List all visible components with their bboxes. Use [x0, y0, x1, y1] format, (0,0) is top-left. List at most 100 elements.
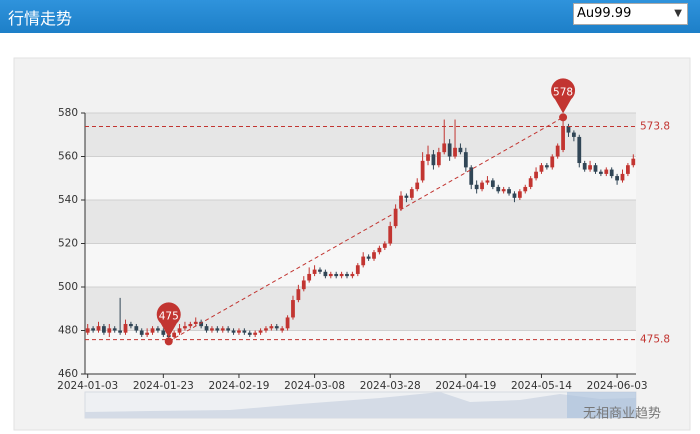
candle-body: [199, 321, 204, 327]
candle-body: [372, 252, 376, 259]
split-area: [85, 200, 636, 244]
mark-line-label: 475.8: [640, 334, 670, 346]
candle-body: [490, 180, 495, 187]
candle-body: [420, 160, 425, 181]
candle-body: [517, 191, 522, 198]
x-tick-label: 2024-06-03: [587, 380, 648, 392]
trend-line: [168, 116, 564, 342]
y-tick-label: 580: [58, 107, 78, 119]
candle-body: [501, 189, 506, 192]
candle-body: [431, 154, 436, 166]
candle-body: [150, 328, 155, 333]
candle-body: [577, 136, 582, 164]
candle-body: [301, 280, 306, 290]
mark-line-label: 573.8: [640, 120, 670, 132]
candle-body: [323, 271, 328, 277]
select-arrow[interactable]: ▼: [674, 8, 682, 19]
mark-pin: [551, 78, 576, 114]
candle-body: [539, 165, 544, 172]
y-tick-label: 480: [58, 325, 78, 337]
candle-body: [528, 178, 533, 187]
mark-pin: [156, 302, 181, 338]
candle-body: [237, 330, 241, 333]
candle-body: [102, 326, 106, 333]
candle-body: [507, 189, 511, 194]
candle-body: [409, 189, 414, 198]
candle-body: [469, 167, 474, 185]
candle-body: [534, 171, 538, 179]
candle-body: [328, 273, 333, 277]
candle-body: [285, 317, 290, 329]
candle-body: [204, 326, 209, 331]
x-tick-label: 2024-04-19: [435, 380, 496, 392]
candle-body: [129, 323, 133, 327]
candle-body: [404, 195, 409, 198]
candle-body: [307, 273, 312, 281]
zoom-preview: [85, 392, 636, 418]
x-tick-label: 2024-03-28: [360, 380, 421, 392]
split-area: [85, 156, 636, 200]
candle-body: [609, 169, 614, 177]
candle-body: [399, 195, 403, 209]
extreme-dot: [559, 113, 568, 122]
candle-body: [631, 158, 636, 166]
candle-body: [247, 332, 252, 335]
candle-body: [296, 289, 301, 301]
candle-body: [442, 143, 447, 153]
candle-body: [355, 265, 360, 274]
candle-body: [107, 328, 112, 333]
candle-body: [231, 330, 236, 333]
candle-body: [458, 147, 463, 153]
candle-body: [496, 186, 501, 192]
candle-body: [274, 326, 279, 329]
candle-body: [161, 330, 166, 335]
candle-body: [626, 165, 630, 174]
candle-body: [555, 145, 560, 157]
mark-pin-label: 578: [553, 86, 573, 98]
candle-body: [604, 169, 609, 174]
candle-body: [463, 152, 468, 168]
candle-body: [269, 326, 274, 329]
zoom-window[interactable]: [567, 392, 636, 418]
candle-body: [123, 323, 128, 333]
candle-body: [112, 328, 117, 331]
select-value: Au99.99: [577, 6, 632, 21]
x-tick-label: 2024-01-03: [57, 380, 118, 392]
watermark: 无相商业趋势: [583, 406, 661, 422]
candle-body: [593, 165, 598, 172]
split-area: [85, 330, 636, 374]
candle-body: [177, 328, 182, 333]
candle-body: [582, 163, 587, 170]
y-tick-label: 560: [58, 151, 78, 163]
candle-body: [361, 256, 366, 266]
y-tick-label: 540: [58, 194, 78, 206]
split-area: [85, 243, 636, 287]
candle-body: [512, 193, 517, 198]
mark-pin-label: 475: [159, 310, 179, 322]
candle-body: [366, 256, 371, 259]
candle-body: [85, 328, 90, 333]
candle-body: [253, 332, 258, 335]
candle-body: [615, 176, 619, 181]
candle-body: [145, 332, 150, 335]
candle-body: [426, 154, 430, 161]
candle-body: [544, 165, 549, 168]
candle-body: [345, 273, 349, 277]
symbol-select[interactable]: Au99.99 ▼: [573, 3, 688, 25]
candle-body: [96, 326, 101, 331]
y-tick-label: 460: [58, 368, 78, 380]
extreme-dot: [164, 337, 173, 346]
candle-body: [523, 186, 528, 192]
candle-body: [172, 332, 177, 338]
candle-body: [566, 126, 571, 133]
candle-body: [598, 171, 603, 174]
y-tick-label: 500: [58, 281, 78, 293]
candle-body: [393, 208, 398, 227]
candle-body: [571, 132, 576, 137]
candle-body: [550, 156, 555, 168]
candle-body: [210, 328, 214, 331]
candle-body: [226, 328, 231, 331]
candle-body: [334, 273, 339, 277]
candle-body: [480, 182, 484, 190]
